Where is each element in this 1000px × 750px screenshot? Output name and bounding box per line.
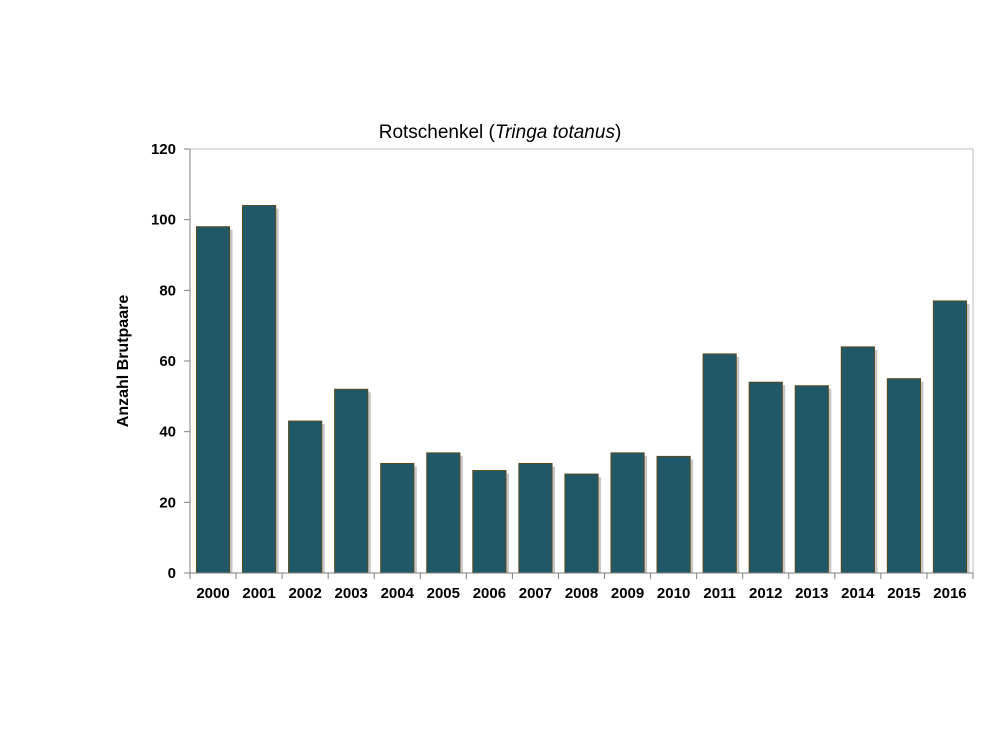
bar — [702, 353, 737, 574]
x-tick-label: 2005 — [427, 585, 460, 602]
bar — [886, 378, 921, 574]
y-tick-label: 40 — [159, 424, 176, 441]
bar — [426, 452, 461, 574]
y-tick-label: 100 — [151, 212, 176, 229]
bar — [334, 388, 369, 574]
bar — [794, 385, 829, 574]
bar — [610, 452, 645, 574]
y-tick-label: 80 — [159, 282, 176, 299]
x-tick-label: 2008 — [565, 585, 598, 602]
bar — [242, 205, 277, 574]
x-axis: 2000 2001 2002 2003 2004 2005 2006 2007 2008 2009… — [189, 572, 974, 602]
bar — [840, 346, 875, 574]
x-tick-label: 2011 — [703, 585, 736, 602]
x-tick-label: 2007 — [519, 585, 552, 602]
y-tick-label: 0 — [168, 565, 176, 582]
bar — [564, 473, 599, 574]
x-tick-label: 2000 — [196, 585, 229, 602]
bar — [518, 462, 553, 574]
x-tick-label: 2004 — [381, 585, 415, 602]
x-tick-label: 2015 — [887, 585, 920, 602]
bar — [195, 226, 231, 574]
x-tick-label: 2010 — [657, 585, 690, 602]
x-tick-label: 2009 — [611, 585, 644, 602]
x-tick-label: 2014 — [841, 585, 875, 602]
y-tick-label: 60 — [159, 353, 176, 370]
bar — [932, 300, 968, 574]
x-tick-label: 2001 — [242, 585, 275, 602]
x-tick-label: 2016 — [933, 585, 966, 602]
bar — [380, 462, 415, 574]
x-tick-label: 2013 — [795, 585, 828, 602]
bar — [472, 470, 507, 574]
y-axis-title: Anzahl Brutpaare — [115, 295, 132, 428]
chart-title: Rotschenkel (Tringa totanus) — [379, 122, 622, 143]
y-tick-label: 120 — [151, 141, 176, 158]
bar — [656, 455, 691, 574]
bars-group — [195, 205, 970, 574]
x-tick-label: 2006 — [473, 585, 506, 602]
y-tick-label: 20 — [159, 494, 176, 511]
x-tick-label: 2003 — [335, 585, 368, 602]
bar — [748, 381, 783, 574]
y-axis: 0 20 40 60 80 100 120 — [151, 141, 191, 582]
bar — [288, 420, 323, 574]
x-tick-label: 2012 — [749, 585, 782, 602]
x-tick-label: 2002 — [288, 585, 321, 602]
